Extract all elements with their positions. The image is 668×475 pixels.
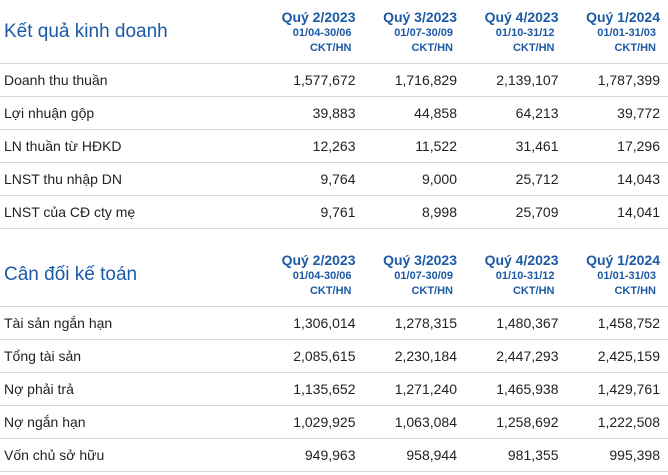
cell-value: 1,278,315 bbox=[394, 315, 457, 331]
section-title: Kết quả kinh doanh bbox=[4, 20, 168, 42]
exchange-label: CKT/HN bbox=[614, 284, 656, 297]
quarter-label: Quý 1/2024 bbox=[586, 251, 660, 268]
row-label: LN thuần từ HĐKD bbox=[4, 138, 122, 154]
column-header: Quý 2/2023 01/04-30/06 CKT/HN bbox=[262, 0, 364, 63]
cell-value: 1,465,938 bbox=[496, 381, 559, 397]
cell-value: 44,858 bbox=[414, 105, 457, 121]
exchange-label: CKT/HN bbox=[512, 41, 555, 54]
cell-value: 2,230,184 bbox=[394, 348, 457, 364]
quarter-label: Quý 4/2023 bbox=[484, 251, 559, 268]
row-label: Tài sản ngắn hạn bbox=[4, 315, 113, 331]
cell-value: 9,000 bbox=[421, 171, 457, 187]
column-header: Quý 3/2023 01/07-30/09 CKT/HN bbox=[364, 243, 466, 306]
column-header: Quý 1/2024 01/01-31/03 CKT/HN bbox=[567, 0, 668, 63]
table-row: LNST của CĐ cty mẹ 9,761 8,998 25,709 14… bbox=[0, 196, 668, 229]
cell-value: 9,761 bbox=[320, 204, 356, 220]
column-header: Quý 2/2023 01/04-30/06 CKT/HN bbox=[262, 243, 364, 306]
cell-value: 39,883 bbox=[312, 105, 356, 121]
cell-value: 1,135,652 bbox=[293, 381, 356, 397]
cell-value: 31,461 bbox=[515, 138, 559, 154]
table-row: Nợ ngắn hạn 1,029,925 1,063,084 1,258,69… bbox=[0, 406, 668, 439]
table-row: Tài sản ngắn hạn 1,306,014 1,278,315 1,4… bbox=[0, 307, 668, 340]
column-header: Quý 3/2023 01/07-30/09 CKT/HN bbox=[364, 0, 466, 63]
table-row: Doanh thu thuần 1,577,672 1,716,829 2,13… bbox=[0, 64, 668, 97]
date-range: 01/07-30/09 bbox=[394, 269, 453, 282]
cell-value: 1,577,672 bbox=[293, 72, 356, 88]
column-header: Quý 4/2023 01/10-31/12 CKT/HN bbox=[465, 243, 567, 306]
date-range: 01/01-31/03 bbox=[597, 26, 656, 39]
business-results-section: Kết quả kinh doanh Quý 2/2023 01/04-30/0… bbox=[0, 0, 668, 229]
quarter-label: Quý 3/2023 bbox=[383, 8, 457, 25]
date-range: 01/07-30/09 bbox=[394, 26, 453, 39]
cell-value: 11,522 bbox=[415, 138, 457, 154]
cell-value: 2,425,159 bbox=[597, 348, 660, 364]
exchange-label: CKT/HN bbox=[614, 41, 656, 54]
quarter-label: Quý 4/2023 bbox=[484, 8, 559, 25]
date-range: 01/01-31/03 bbox=[597, 269, 656, 282]
cell-value: 25,709 bbox=[515, 204, 559, 220]
table-row: Tổng tài sản 2,085,615 2,230,184 2,447,2… bbox=[0, 340, 668, 373]
date-range: 01/10-31/12 bbox=[495, 26, 555, 39]
exchange-label: CKT/HN bbox=[309, 41, 352, 54]
date-range: 01/10-31/12 bbox=[495, 269, 555, 282]
exchange-label: CKT/HN bbox=[411, 284, 453, 297]
cell-value: 8,998 bbox=[421, 204, 457, 220]
cell-value: 1,029,925 bbox=[293, 414, 356, 430]
quarter-label: Quý 1/2024 bbox=[586, 8, 660, 25]
cell-value: 9,764 bbox=[320, 171, 356, 187]
quarter-label: Quý 2/2023 bbox=[281, 8, 356, 25]
cell-value: 14,041 bbox=[617, 204, 660, 220]
section-title: Cân đối kế toán bbox=[4, 263, 138, 285]
quarter-label: Quý 3/2023 bbox=[383, 251, 457, 268]
cell-value: 39,772 bbox=[617, 105, 660, 121]
cell-value: 25,712 bbox=[515, 171, 559, 187]
quarter-label: Quý 2/2023 bbox=[281, 251, 356, 268]
row-label: Tổng tài sản bbox=[4, 348, 82, 364]
balance-sheet-section: Cân đối kế toán Quý 2/2023 01/04-30/06 C… bbox=[0, 229, 668, 472]
row-label: LNST của CĐ cty mẹ bbox=[4, 204, 136, 220]
cell-value: 1,271,240 bbox=[394, 381, 457, 397]
cell-value: 1,306,014 bbox=[293, 315, 356, 331]
cell-value: 958,944 bbox=[406, 447, 457, 463]
cell-value: 2,085,615 bbox=[293, 348, 356, 364]
row-label: Lợi nhuận gộp bbox=[4, 105, 95, 121]
table-row: LN thuần từ HĐKD 12,263 11,522 31,461 17… bbox=[0, 130, 668, 163]
cell-value: 14,043 bbox=[617, 171, 660, 187]
row-label: Nợ phải trả bbox=[4, 381, 74, 397]
row-label: Doanh thu thuần bbox=[4, 72, 108, 88]
exchange-label: CKT/HN bbox=[309, 284, 352, 297]
column-header: Quý 4/2023 01/10-31/12 CKT/HN bbox=[465, 0, 567, 63]
cell-value: 1,458,752 bbox=[597, 315, 660, 331]
cell-value: 2,447,293 bbox=[496, 348, 559, 364]
cell-value: 1,480,367 bbox=[496, 315, 559, 331]
business-results-header: Kết quả kinh doanh Quý 2/2023 01/04-30/0… bbox=[0, 0, 668, 64]
table-row: Lợi nhuận gộp 39,883 44,858 64,213 39,77… bbox=[0, 97, 668, 130]
cell-value: 1,258,692 bbox=[496, 414, 559, 430]
cell-value: 949,963 bbox=[304, 447, 356, 463]
table-row: LNST thu nhập DN 9,764 9,000 25,712 14,0… bbox=[0, 163, 668, 196]
balance-sheet-header: Cân đối kế toán Quý 2/2023 01/04-30/06 C… bbox=[0, 229, 668, 307]
cell-value: 1,063,084 bbox=[394, 414, 457, 430]
exchange-label: CKT/HN bbox=[512, 284, 555, 297]
cell-value: 12,263 bbox=[312, 138, 356, 154]
date-range: 01/04-30/06 bbox=[292, 26, 352, 39]
table-row: Vốn chủ sở hữu 949,963 958,944 981,355 9… bbox=[0, 439, 668, 472]
exchange-label: CKT/HN bbox=[411, 41, 453, 54]
row-label: Vốn chủ sở hữu bbox=[4, 447, 105, 463]
cell-value: 1,716,829 bbox=[394, 72, 457, 88]
cell-value: 1,222,508 bbox=[597, 414, 660, 430]
cell-value: 1,429,761 bbox=[597, 381, 660, 397]
table-row: Nợ phải trả 1,135,652 1,271,240 1,465,93… bbox=[0, 373, 668, 406]
row-label: LNST thu nhập DN bbox=[4, 171, 123, 187]
row-label: Nợ ngắn hạn bbox=[4, 414, 86, 430]
column-header: Quý 1/2024 01/01-31/03 CKT/HN bbox=[567, 243, 668, 306]
cell-value: 981,355 bbox=[507, 447, 559, 463]
cell-value: 1,787,399 bbox=[597, 72, 660, 88]
cell-value: 64,213 bbox=[515, 105, 559, 121]
cell-value: 995,398 bbox=[609, 447, 660, 463]
date-range: 01/04-30/06 bbox=[292, 269, 352, 282]
cell-value: 2,139,107 bbox=[496, 72, 559, 88]
cell-value: 17,296 bbox=[617, 138, 660, 154]
